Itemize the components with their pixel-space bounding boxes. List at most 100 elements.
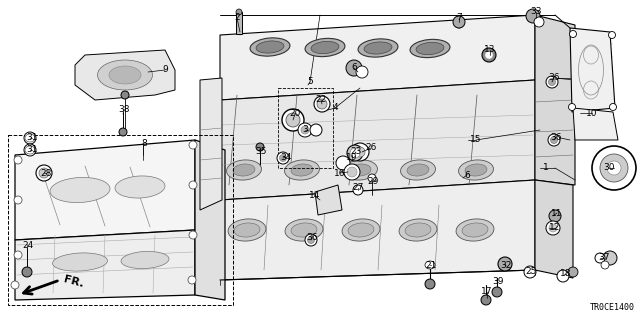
Circle shape: [317, 99, 327, 109]
Circle shape: [570, 30, 577, 37]
Circle shape: [346, 60, 362, 76]
Ellipse shape: [342, 219, 380, 241]
Ellipse shape: [228, 219, 266, 241]
Circle shape: [492, 287, 502, 297]
Ellipse shape: [401, 160, 435, 180]
Circle shape: [189, 181, 197, 189]
Text: 28: 28: [40, 169, 52, 178]
Circle shape: [14, 196, 22, 204]
Ellipse shape: [342, 160, 378, 180]
Circle shape: [355, 147, 365, 157]
Text: 23: 23: [350, 148, 362, 156]
Circle shape: [256, 143, 264, 151]
Ellipse shape: [250, 38, 290, 56]
Text: 17: 17: [481, 287, 493, 297]
Ellipse shape: [291, 223, 317, 237]
Text: 21: 21: [426, 260, 436, 269]
Ellipse shape: [425, 261, 435, 269]
Ellipse shape: [50, 177, 110, 203]
Text: 32: 32: [500, 261, 512, 270]
Circle shape: [347, 167, 357, 177]
Ellipse shape: [456, 219, 494, 241]
Circle shape: [347, 145, 363, 161]
Text: 30: 30: [604, 164, 615, 172]
Text: 38: 38: [118, 106, 130, 115]
Circle shape: [188, 276, 196, 284]
Ellipse shape: [305, 38, 345, 57]
Circle shape: [524, 266, 536, 278]
Text: FR.: FR.: [62, 275, 84, 290]
Circle shape: [482, 48, 496, 62]
Circle shape: [24, 132, 36, 144]
Text: 11: 11: [551, 209, 563, 218]
Text: 36: 36: [307, 234, 317, 243]
Circle shape: [14, 156, 22, 164]
Ellipse shape: [348, 223, 374, 237]
Circle shape: [121, 91, 129, 99]
Circle shape: [546, 76, 558, 88]
Text: 25: 25: [525, 268, 537, 276]
Text: 15: 15: [470, 135, 482, 145]
Circle shape: [546, 221, 560, 235]
Text: 8: 8: [141, 140, 147, 148]
Ellipse shape: [291, 164, 313, 176]
Circle shape: [548, 134, 560, 146]
Text: 33: 33: [531, 7, 541, 17]
Polygon shape: [573, 108, 618, 140]
Circle shape: [11, 281, 19, 289]
Circle shape: [592, 146, 636, 190]
Text: 12: 12: [549, 223, 561, 233]
Ellipse shape: [462, 223, 488, 237]
Polygon shape: [570, 28, 615, 112]
Circle shape: [368, 174, 376, 182]
Text: 36: 36: [548, 74, 560, 83]
Circle shape: [286, 113, 300, 127]
Bar: [236, 12, 242, 34]
Ellipse shape: [458, 160, 493, 180]
Text: 19: 19: [346, 154, 358, 163]
Ellipse shape: [364, 42, 392, 54]
Ellipse shape: [115, 176, 165, 198]
Ellipse shape: [233, 164, 255, 176]
Text: 24: 24: [22, 241, 34, 250]
Circle shape: [595, 253, 605, 263]
Circle shape: [607, 161, 621, 175]
Circle shape: [557, 270, 569, 282]
Polygon shape: [75, 50, 175, 100]
Circle shape: [36, 165, 52, 181]
Circle shape: [14, 251, 22, 259]
Text: 34: 34: [280, 153, 292, 162]
Text: 16: 16: [334, 169, 346, 178]
Circle shape: [353, 185, 363, 195]
Text: 36: 36: [550, 132, 562, 141]
Circle shape: [601, 261, 609, 269]
Polygon shape: [535, 15, 575, 185]
Polygon shape: [220, 80, 535, 200]
Circle shape: [189, 231, 197, 239]
Circle shape: [119, 128, 127, 136]
Ellipse shape: [455, 16, 463, 28]
Text: 39: 39: [492, 277, 504, 286]
Ellipse shape: [399, 219, 437, 241]
Text: 13: 13: [484, 45, 496, 54]
Polygon shape: [220, 180, 535, 280]
Ellipse shape: [465, 164, 487, 176]
Polygon shape: [15, 230, 195, 300]
Circle shape: [298, 123, 312, 137]
Circle shape: [336, 156, 350, 170]
Circle shape: [351, 143, 369, 161]
Circle shape: [305, 234, 317, 246]
Ellipse shape: [227, 160, 262, 180]
Circle shape: [344, 164, 360, 180]
Circle shape: [307, 236, 314, 244]
Circle shape: [549, 224, 557, 232]
Circle shape: [609, 103, 616, 110]
Circle shape: [189, 141, 197, 149]
Circle shape: [498, 257, 512, 271]
Circle shape: [568, 103, 575, 110]
Ellipse shape: [410, 39, 450, 58]
Text: 31: 31: [26, 146, 38, 155]
Circle shape: [24, 144, 36, 156]
Ellipse shape: [109, 66, 141, 84]
Text: 1: 1: [543, 164, 549, 172]
